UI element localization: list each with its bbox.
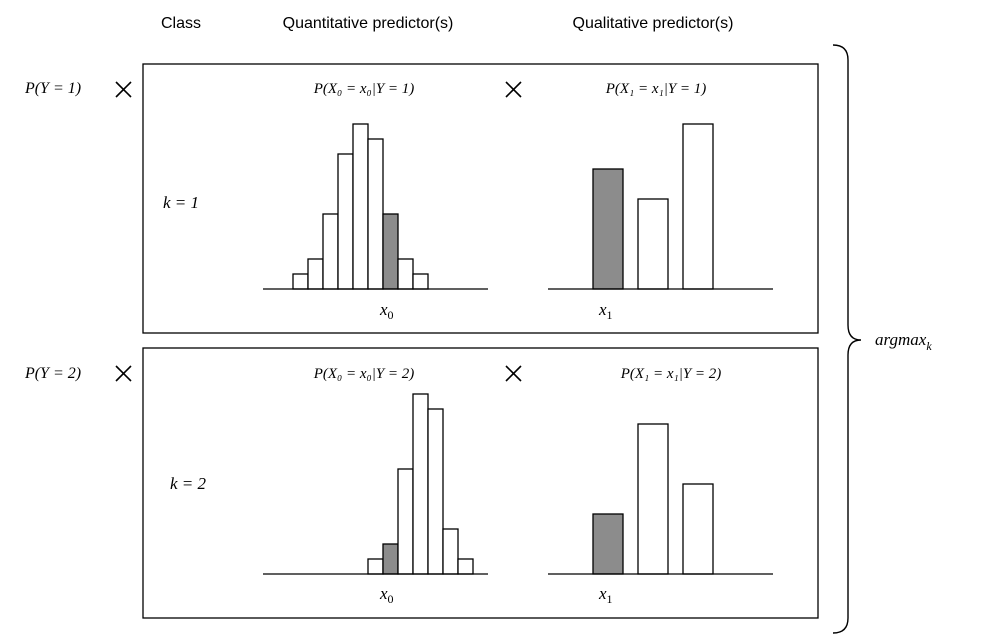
quant-title-row-2: P(X₀ = x₀|Y = 2) (313, 366, 415, 382)
quant-bar (382, 213, 399, 290)
class-box-row-1 (142, 63, 819, 334)
qual-bar (637, 423, 669, 575)
qual-axis-label-row-2: x1 (598, 584, 613, 606)
qual-bar (637, 198, 669, 290)
quant-axis-label-row-2: x0 (379, 584, 394, 606)
quant-histogram-row-2 (367, 393, 474, 575)
header-quantitative: Quantitative predictor(s) (283, 15, 454, 32)
quant-bar (397, 258, 414, 290)
qual-barchart-row-2 (592, 423, 714, 575)
qual-barchart-row-1 (592, 123, 714, 290)
quant-bar (442, 528, 459, 575)
multiplication-sign-icon (115, 81, 132, 98)
argmax-label: argmaxk (875, 330, 932, 353)
quant-bar (322, 213, 339, 290)
qual-title-row-2: P(X₁ = x₁|Y = 2) (620, 366, 722, 382)
quant-bar (337, 153, 354, 290)
multiplication-sign-icon (115, 365, 132, 382)
qual-bar (592, 168, 624, 290)
quant-histogram-row-1 (292, 123, 429, 290)
quant-bar (307, 258, 324, 290)
quant-bar (367, 558, 384, 575)
quant-bar (352, 123, 369, 290)
qual-bar (592, 513, 624, 575)
prior-label-row-1: P(Y = 1) (24, 80, 81, 97)
right-brace (832, 44, 862, 634)
quant-bar (412, 273, 429, 290)
header-class: Class (161, 15, 201, 32)
quant-bar (382, 543, 399, 575)
header-qualitative: Qualitative predictor(s) (573, 15, 734, 32)
quant-bar (412, 393, 429, 575)
quant-bar (397, 468, 414, 575)
quant-bar (292, 273, 309, 290)
qual-title-row-1: P(X₁ = x₁|Y = 1) (605, 81, 707, 97)
quant-bar (427, 408, 444, 575)
k-label-row-2: k = 2 (170, 474, 207, 493)
qual-bar (682, 123, 714, 290)
quant-title-row-1: P(X₀ = x₀|Y = 1) (313, 81, 415, 97)
class-box-row-2 (142, 347, 819, 619)
prior-label-row-2: P(Y = 2) (24, 365, 81, 382)
quant-bar (367, 138, 384, 290)
multiplication-sign-icon (505, 365, 522, 382)
quant-axis-label-row-1: x0 (379, 300, 394, 322)
qual-axis-label-row-1: x1 (598, 300, 613, 322)
qual-bar (682, 483, 714, 575)
quant-bar (457, 558, 474, 575)
multiplication-sign-icon (505, 81, 522, 98)
k-label-row-1: k = 1 (163, 193, 199, 212)
